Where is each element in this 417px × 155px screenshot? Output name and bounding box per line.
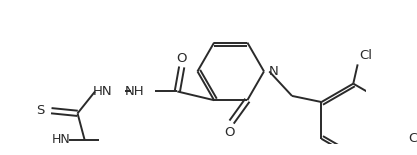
- Text: NH: NH: [124, 85, 144, 98]
- Text: Cl: Cl: [409, 132, 417, 145]
- Text: O: O: [225, 126, 235, 139]
- Text: S: S: [36, 104, 44, 117]
- Text: O: O: [176, 52, 187, 65]
- Text: HN: HN: [52, 133, 70, 146]
- Text: HN: HN: [93, 85, 113, 98]
- Text: Cl: Cl: [359, 49, 372, 62]
- Text: N: N: [269, 65, 279, 78]
